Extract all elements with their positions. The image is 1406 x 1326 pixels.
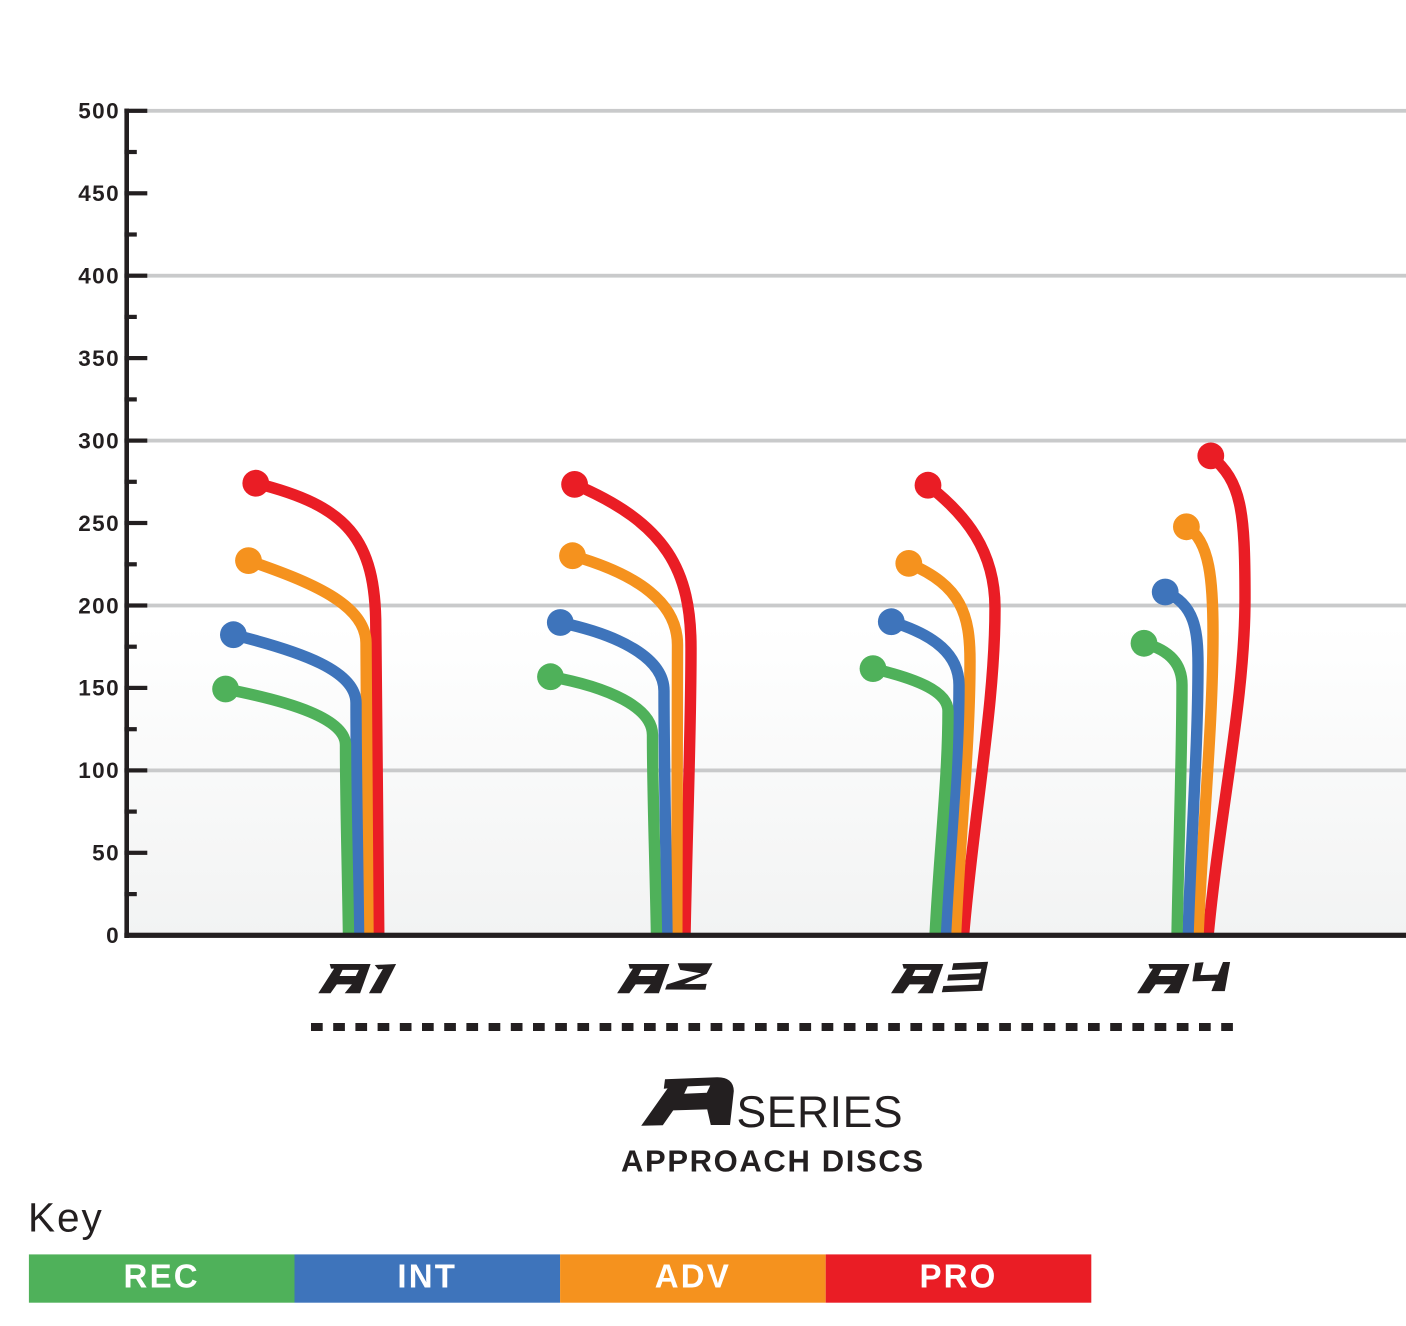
- svg-text:Key: Key: [28, 1195, 104, 1241]
- svg-text:200: 200: [78, 593, 120, 618]
- svg-text:400: 400: [78, 264, 120, 289]
- svg-text:500: 500: [78, 99, 120, 124]
- svg-text:100: 100: [78, 758, 120, 783]
- svg-text:ADV: ADV: [655, 1258, 731, 1295]
- svg-text:0: 0: [106, 923, 120, 948]
- svg-text:150: 150: [78, 676, 120, 701]
- svg-text:350: 350: [78, 346, 120, 371]
- svg-text:REC: REC: [124, 1258, 200, 1295]
- svg-text:50: 50: [92, 841, 120, 866]
- svg-text:PRO: PRO: [919, 1258, 997, 1295]
- svg-text:250: 250: [78, 511, 120, 536]
- svg-text:SERIES: SERIES: [737, 1088, 903, 1137]
- svg-text:APPROACH DISCS: APPROACH DISCS: [621, 1143, 923, 1178]
- svg-text:INT: INT: [397, 1258, 457, 1295]
- svg-text:450: 450: [78, 181, 120, 206]
- svg-text:300: 300: [78, 428, 120, 453]
